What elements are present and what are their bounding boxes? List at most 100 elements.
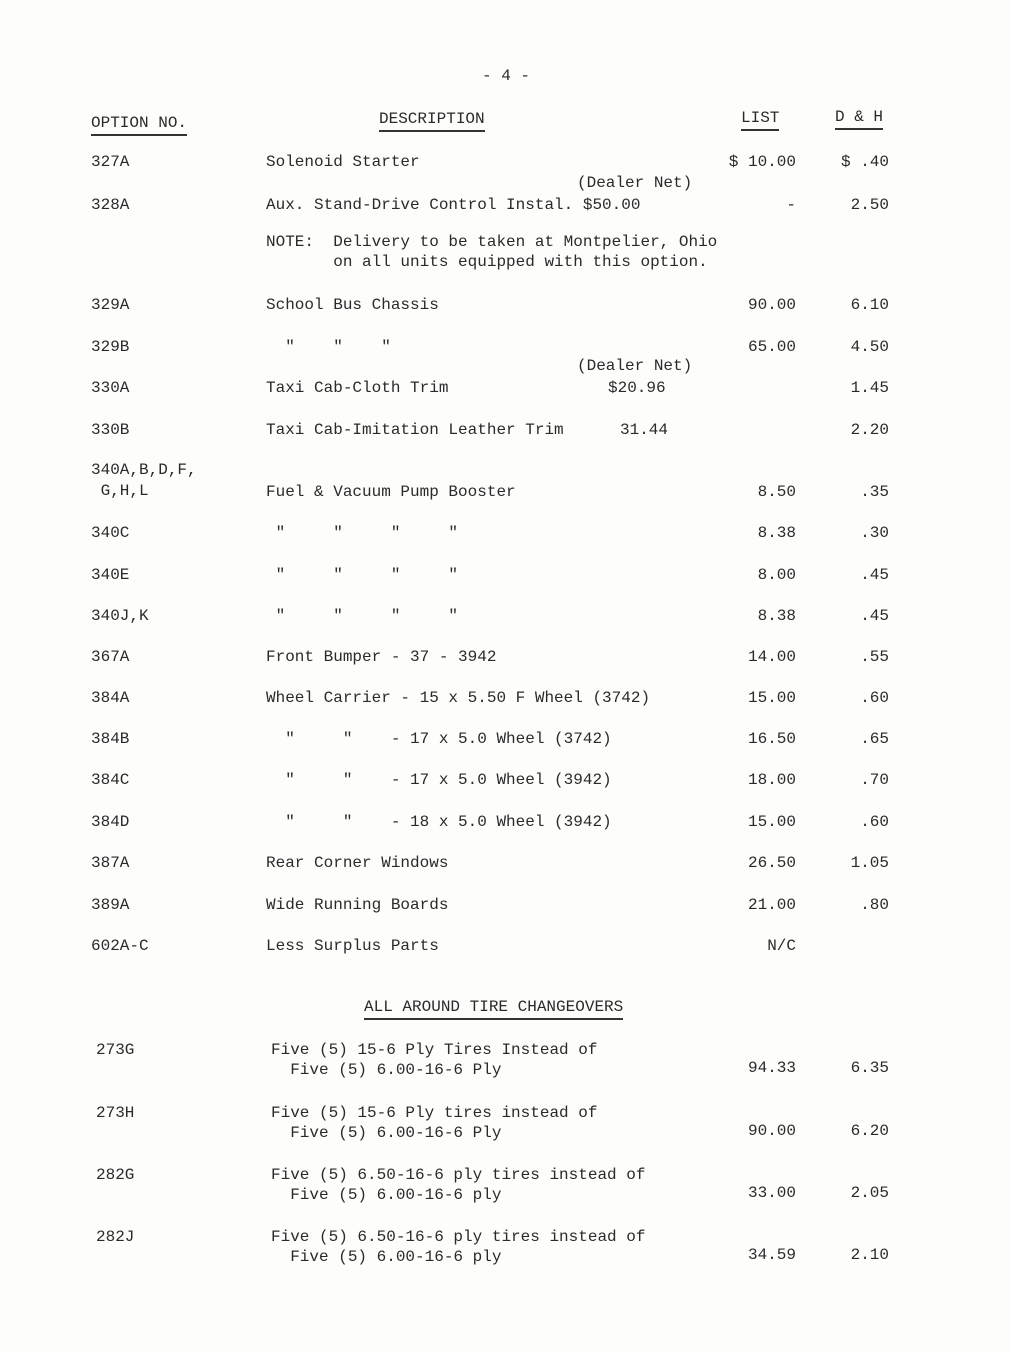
option-number: 330A — [91, 379, 130, 397]
page-number: - 4 - — [482, 67, 531, 85]
option-number: 384D — [91, 813, 130, 831]
description-cont: on all units equipped with this option. — [266, 253, 708, 271]
description: " " - 17 x 5.0 Wheel (3742) — [266, 730, 612, 748]
dh-charge: .80 — [860, 896, 889, 914]
description: Solenoid Starter — [266, 153, 420, 171]
description: Aux. Stand-Drive Control Instal. $50.00 — [266, 196, 641, 214]
description: " " - 18 x 5.0 Wheel (3942) — [266, 813, 612, 831]
description: " " - 17 x 5.0 Wheel (3942) — [266, 771, 612, 789]
dh-charge: $ .40 — [840, 153, 889, 171]
option-number: 367A — [91, 648, 130, 666]
option-number: 328A — [91, 196, 130, 214]
dh-charge: 2.10 — [850, 1246, 889, 1264]
dh-charge: .65 — [860, 730, 889, 748]
option-number-cont: G,H,L — [91, 482, 149, 500]
list-price: 16.50 — [747, 730, 796, 748]
header-list: LIST — [741, 108, 780, 131]
description: Five (5) 15-6 Ply Tires Instead of — [271, 1041, 598, 1059]
description: Five (5) 6.50-16-6 ply tires instead of — [271, 1228, 646, 1246]
header-option-no: OPTION NO. — [91, 113, 188, 136]
description: Front Bumper - 37 - 3942 — [266, 648, 497, 666]
dh-charge: 1.05 — [850, 854, 889, 872]
option-number: 602A-C — [91, 937, 149, 955]
list-price: 15.00 — [747, 689, 796, 707]
option-number: 273G — [96, 1041, 135, 1059]
dh-charge: .35 — [860, 483, 889, 501]
description: Wheel Carrier - 15 x 5.50 F Wheel (3742) — [266, 689, 651, 707]
description-cont: Five (5) 6.00-16-6 Ply — [271, 1124, 502, 1142]
option-number: 384A — [91, 689, 130, 707]
list-price: 65.00 — [747, 338, 796, 356]
list-price: $ 10.00 — [728, 153, 796, 171]
dh-charge: 2.20 — [850, 421, 889, 439]
option-number: 329B — [91, 338, 130, 356]
option-number: 340A,B,D,F, — [91, 461, 197, 479]
dh-charge: .60 — [860, 689, 889, 707]
option-number: 330B — [91, 421, 130, 439]
dh-charge: .55 — [860, 648, 889, 666]
option-number: 282G — [96, 1166, 135, 1184]
list-price: - — [786, 196, 796, 214]
dh-charge: .45 — [860, 607, 889, 625]
list-price: 34.59 — [747, 1246, 796, 1264]
dh-charge: 6.35 — [850, 1059, 889, 1077]
list-price: 8.50 — [757, 483, 796, 501]
dh-charge: 6.20 — [850, 1122, 889, 1140]
dealer-net-price: 31.44 — [620, 421, 669, 439]
dealer-net-label: (Dealer Net) — [577, 174, 693, 192]
dh-charge: 4.50 — [850, 338, 889, 356]
list-price: 15.00 — [747, 813, 796, 831]
dh-charge: 2.50 — [850, 196, 889, 214]
option-number: 273H — [96, 1104, 135, 1122]
description: Less Surplus Parts — [266, 937, 439, 955]
list-price: 8.38 — [757, 524, 796, 542]
description: " " " " — [266, 566, 459, 584]
description: NOTE: Delivery to be taken at Montpelier… — [266, 233, 718, 251]
description-cont: Five (5) 6.00-16-6 Ply — [271, 1061, 502, 1079]
description-cont: Five (5) 6.00-16-6 ply — [271, 1248, 502, 1266]
option-number: 329A — [91, 296, 130, 314]
list-price: N/C — [767, 937, 796, 955]
dh-charge: .60 — [860, 813, 889, 831]
option-number: 340J,K — [91, 607, 149, 625]
dh-charge: 6.10 — [850, 296, 889, 314]
list-price: 90.00 — [747, 296, 796, 314]
header-dh: D & H — [835, 107, 884, 130]
description: " " " " — [266, 607, 459, 625]
list-price: 26.50 — [747, 854, 796, 872]
description: Taxi Cab-Imitation Leather Trim — [266, 421, 564, 439]
option-number: 327A — [91, 153, 130, 171]
dh-charge: 1.45 — [850, 379, 889, 397]
list-price: 8.00 — [757, 566, 796, 584]
option-number: 384B — [91, 730, 130, 748]
description: Five (5) 15-6 Ply tires instead of — [271, 1104, 598, 1122]
dealer-net-label: (Dealer Net) — [577, 357, 693, 375]
description: Rear Corner Windows — [266, 854, 449, 872]
option-number: 282J — [96, 1228, 135, 1246]
dh-charge: 2.05 — [850, 1184, 889, 1202]
option-number: 387A — [91, 854, 130, 872]
list-price: 90.00 — [747, 1122, 796, 1140]
dh-charge: .30 — [860, 524, 889, 542]
list-price: 18.00 — [747, 771, 796, 789]
list-price: 33.00 — [747, 1184, 796, 1202]
option-number: 340E — [91, 566, 130, 584]
description: " " " " — [266, 524, 459, 542]
list-price: 21.00 — [747, 896, 796, 914]
dh-charge: .45 — [860, 566, 889, 584]
header-description: DESCRIPTION — [379, 109, 485, 132]
option-number: 389A — [91, 896, 130, 914]
dh-charge: .70 — [860, 771, 889, 789]
option-number: 384C — [91, 771, 130, 789]
list-price: 94.33 — [747, 1059, 796, 1077]
description-cont: Five (5) 6.00-16-6 ply — [271, 1186, 502, 1204]
option-number: 340C — [91, 524, 130, 542]
description: Wide Running Boards — [266, 896, 449, 914]
description: Fuel & Vacuum Pump Booster — [266, 483, 516, 501]
description: Taxi Cab-Cloth Trim — [266, 379, 449, 397]
list-price: 8.38 — [757, 607, 796, 625]
description: School Bus Chassis — [266, 296, 439, 314]
dealer-net-price: $20.96 — [608, 379, 666, 397]
list-price: 14.00 — [747, 648, 796, 666]
